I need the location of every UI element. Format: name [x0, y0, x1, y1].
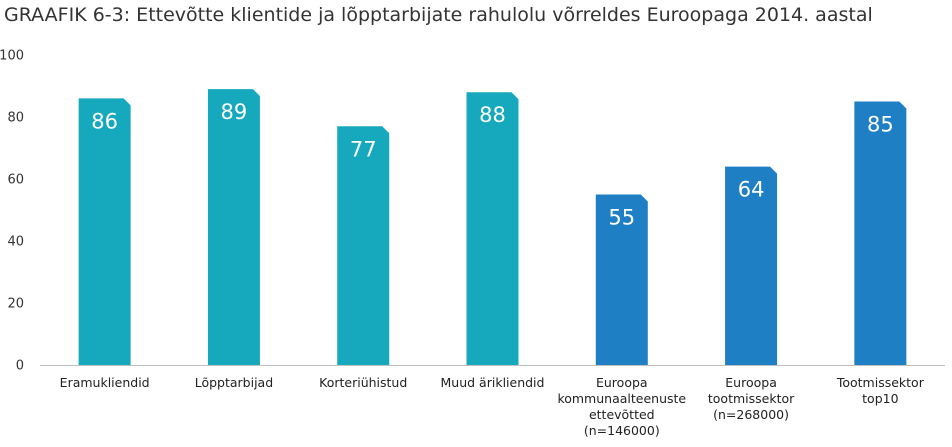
bar	[337, 126, 390, 365]
y-tick-label: 0	[16, 359, 24, 374]
category-label: Muud ärikliendid	[441, 375, 545, 390]
category-label: Lõpptarbijad	[195, 375, 273, 390]
category-label: Eramukliendid	[60, 375, 150, 390]
bar	[725, 166, 778, 365]
bar-value-label: 64	[738, 178, 765, 202]
category-label: Tootmissektor top10	[836, 375, 925, 406]
bar	[466, 92, 519, 365]
bar-value-label: 85	[867, 113, 894, 137]
bar-value-label: 89	[221, 100, 248, 124]
bar	[595, 194, 648, 365]
bar-value-label: 77	[350, 137, 377, 161]
y-tick-label: 80	[7, 111, 24, 126]
category-label: Euroopa tootmissektor (n=268000)	[708, 375, 795, 422]
category-label: Euroopa kommunaalteenuste ettevõtted (n=146…	[557, 375, 686, 438]
category-label: Korteriühistud	[319, 375, 407, 390]
bar-value-label: 86	[91, 109, 118, 133]
y-tick-label: 40	[7, 235, 24, 250]
bar	[78, 98, 131, 366]
chart-title: GRAAFIK 6-3: Ettevõtte klientide ja lõpp…	[4, 4, 873, 26]
bar-value-label: 88	[479, 103, 506, 127]
y-tick-label: 20	[7, 297, 24, 312]
bar	[854, 101, 907, 365]
bar	[207, 89, 260, 365]
bar-value-label: 55	[608, 206, 635, 230]
y-tick-label: 60	[7, 173, 24, 188]
y-tick-label: 100	[0, 49, 24, 64]
